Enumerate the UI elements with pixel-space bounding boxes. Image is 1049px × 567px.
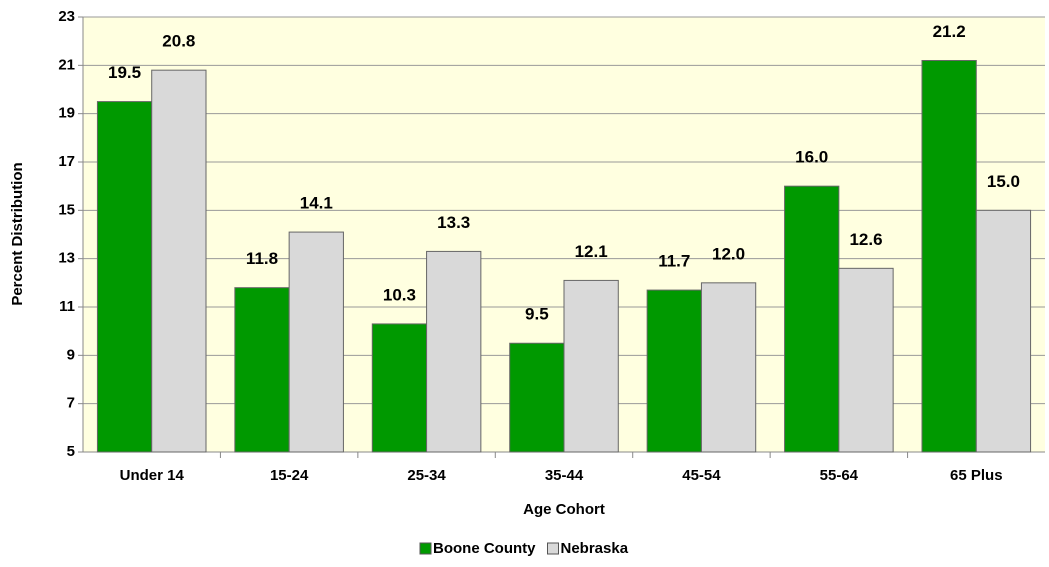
- bar: [838, 267, 894, 453]
- value-label: 10.3: [383, 285, 416, 304]
- bar: [784, 185, 840, 453]
- y-tick-label: 11: [59, 298, 75, 315]
- y-tick-label: 13: [58, 250, 75, 267]
- bar: [96, 101, 153, 453]
- value-label: 16.0: [795, 148, 828, 167]
- bar: [509, 342, 565, 453]
- y-tick-label: 5: [67, 443, 75, 460]
- x-tick-label: 55-64: [820, 467, 859, 484]
- x-tick-label: 35-44: [545, 467, 584, 484]
- value-label: 21.2: [933, 22, 966, 41]
- x-tick-label: 45-54: [682, 467, 721, 484]
- bar: [426, 250, 482, 453]
- value-label: 13.3: [437, 213, 470, 232]
- value-label: 20.8: [162, 32, 195, 51]
- bar: [700, 282, 757, 453]
- value-label: 12.1: [575, 242, 608, 261]
- legend-swatch: [419, 542, 432, 555]
- x-tick-label: Under 14: [120, 467, 185, 484]
- x-tick-label: 25-34: [407, 467, 446, 484]
- legend-label: Nebraska: [561, 540, 629, 557]
- y-tick-label: 17: [58, 153, 75, 170]
- bar: [921, 60, 977, 453]
- value-label: 12.0: [712, 244, 745, 263]
- bar: [646, 289, 702, 453]
- y-tick-label: 19: [58, 105, 75, 122]
- y-tick-label: 9: [67, 346, 75, 363]
- value-label: 19.5: [108, 63, 141, 82]
- y-tick-label: 21: [58, 56, 75, 73]
- value-label: 11.8: [246, 249, 278, 268]
- x-axis-title: Age Cohort: [523, 501, 605, 518]
- bar: [563, 279, 619, 453]
- bar: [234, 287, 290, 453]
- y-tick-label: 15: [58, 201, 75, 218]
- bar: [371, 323, 428, 453]
- value-label: 15.0: [987, 172, 1020, 191]
- legend-swatch: [547, 542, 559, 555]
- value-label: 11.7: [658, 252, 690, 271]
- y-tick-label: 23: [58, 8, 75, 25]
- value-label: 9.5: [525, 305, 549, 324]
- y-tick-label: 7: [67, 395, 75, 412]
- legend-label: Boone County: [433, 540, 536, 557]
- value-label: 14.1: [300, 194, 333, 213]
- x-tick-label: 15-24: [270, 467, 309, 484]
- y-axis-title: Percent Distribution: [9, 162, 26, 305]
- x-tick-label: 65 Plus: [950, 467, 1003, 484]
- bar: [288, 231, 344, 453]
- bar: [151, 69, 207, 453]
- bar: [975, 209, 1032, 453]
- value-label: 12.6: [849, 230, 882, 249]
